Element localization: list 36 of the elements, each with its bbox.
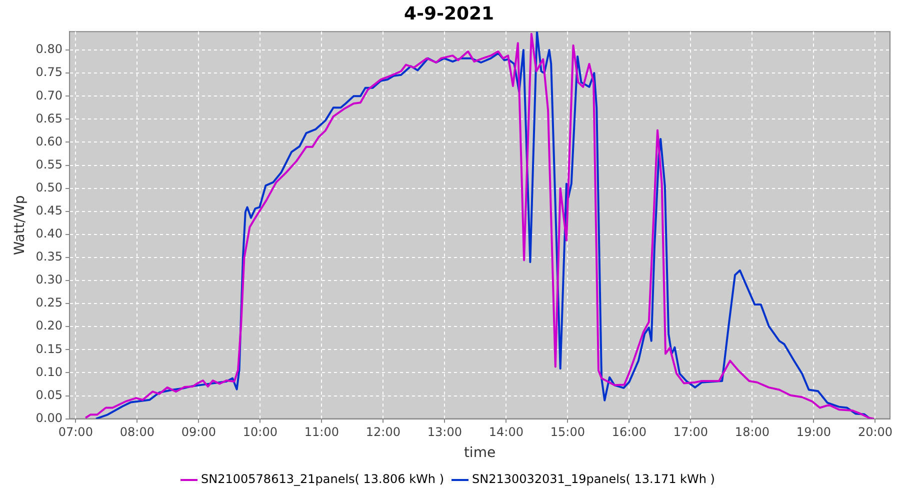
y-tick-label: 0.10 [36,364,63,379]
x-tick-label: 07:00 [58,425,93,440]
x-tick-label: 13:00 [427,425,462,440]
x-tick-label: 15:00 [550,425,586,440]
legend-label: SN2130032031_19panels( 13.171 kWh ) [472,472,715,486]
x-tick-label: 18:00 [734,425,770,440]
y-tick-label: 0.45 [36,203,63,218]
chart-title: 4-9-2021 [404,3,494,24]
y-tick-label: 0.70 [36,88,63,102]
y-tick-label: 0.60 [36,134,63,148]
y-tick-label: 0.80 [36,42,63,56]
x-tick-label: 12:00 [366,425,400,440]
y-tick-label: 0.40 [36,226,63,241]
x-tick-label: 14:00 [488,425,524,440]
x-tick-label: 10:00 [242,425,278,440]
y-tick-label: 0.50 [36,180,63,194]
y-tick-label: 0.65 [36,111,63,126]
y-tick-label: 0.35 [36,250,63,264]
y-axis-title: Watt/Wp [12,195,28,256]
x-tick-label: 19:00 [796,425,832,440]
y-tick-label: 0.30 [36,272,63,287]
y-tick-label: 0.25 [36,296,63,310]
y-tick-label: 0.00 [36,410,63,425]
x-axis-title: time [464,445,496,462]
x-tick-label: 20:00 [858,425,893,440]
y-tick-label: 0.20 [36,318,63,333]
x-tick-label: 17:00 [673,425,708,440]
x-tick-label: 11:00 [304,425,339,440]
x-tick-label: 09:00 [181,425,216,440]
x-tick-label: 08:00 [120,425,154,440]
x-tick-label: 16:00 [612,425,647,440]
y-tick-label: 0.75 [36,65,63,80]
y-tick-label: 0.05 [36,388,63,402]
y-tick-label: 0.15 [36,342,63,356]
y-tick-label: 0.55 [36,157,63,172]
legend-label: SN2100578613_21panels( 13.806 kWh ) [201,472,444,486]
